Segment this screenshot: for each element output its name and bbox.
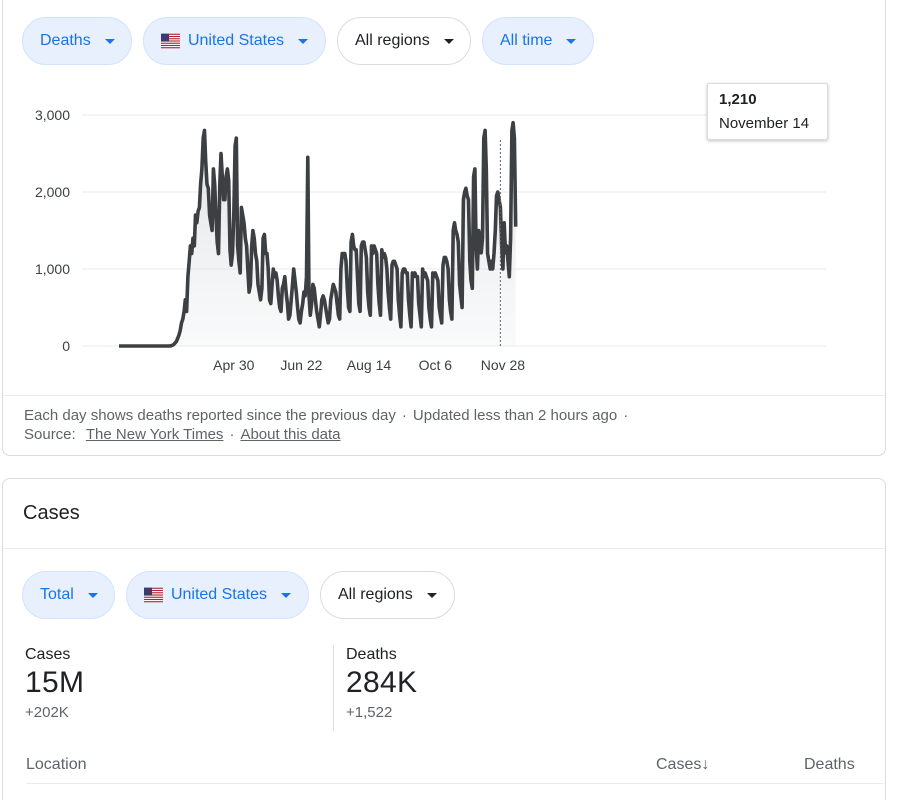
deaths-stat: Deaths 284K +1,522	[346, 646, 417, 721]
cases-country-dropdown[interactable]: United States	[126, 571, 309, 619]
period-dropdown-label: All time	[500, 32, 553, 49]
us-flag-icon	[161, 33, 180, 49]
chart-footer-divider	[3, 395, 885, 396]
deaths-stat-delta: +1,522	[346, 704, 393, 721]
cases-stat-value: 15M	[25, 666, 85, 699]
chart-footer-source: Source: The New York Times · About this da…	[24, 426, 341, 443]
cases-stat-delta: +202K	[25, 704, 69, 721]
stat-divider	[333, 645, 334, 731]
caret-down-icon	[87, 592, 98, 598]
table-header-deaths[interactable]: Deaths	[804, 756, 855, 773]
chart-footer-note: Each day shows deaths reported since the…	[24, 407, 629, 424]
cases-section-title: Cases	[23, 502, 80, 524]
y-tick-label: 2,000	[35, 184, 70, 200]
footer-updated-text: Updated less than 2 hours ago	[412, 407, 618, 424]
caret-down-icon	[104, 38, 115, 44]
caret-down-icon	[443, 38, 454, 44]
deaths-stat-value: 284K	[346, 666, 418, 699]
region-dropdown-label: All regions	[355, 32, 430, 49]
deaths-stat-label: Deaths	[346, 646, 397, 663]
caret-down-icon	[426, 592, 437, 598]
cases-region-label: All regions	[338, 586, 413, 603]
chart-tooltip: 1,210 November 14	[707, 83, 828, 140]
cases-country-label: United States	[170, 586, 267, 603]
x-tick-label: Nov 28	[481, 357, 526, 373]
y-tick-label: 0	[62, 338, 70, 354]
x-tick-label: Jun 22	[280, 357, 322, 373]
source-link[interactable]: The New York Times	[85, 426, 224, 443]
cases-type-dropdown[interactable]: Total	[22, 571, 115, 619]
x-tick-label: Oct 6	[419, 357, 453, 373]
caret-down-icon	[281, 592, 291, 598]
cases-type-label: Total	[40, 586, 74, 603]
table-header-location[interactable]: Location	[26, 756, 87, 773]
chart-filter-row: Deaths United States All regions All tim…	[22, 17, 594, 65]
deaths-chart-card	[2, 0, 886, 456]
cases-card	[2, 478, 886, 800]
footer-note-text: Each day shows deaths reported since the…	[24, 407, 396, 424]
metric-dropdown-label: Deaths	[40, 32, 91, 49]
deaths-line	[118, 120, 518, 348]
deaths-chart[interactable]: 0 1,000 2,000 3,000 Apr 30 Jun 22 Aug 14 Oct 6…	[0, 0, 907, 400]
table-header-cases[interactable]: Cases↓	[656, 756, 710, 773]
tooltip-date: November 14	[719, 115, 810, 132]
table-header-divider	[26, 783, 884, 784]
cases-title-divider	[3, 548, 885, 549]
cases-stat: Cases 15M +202K	[25, 646, 84, 721]
caret-down-icon	[298, 38, 308, 44]
y-tick-label: 3,000	[35, 107, 70, 123]
cases-region-dropdown[interactable]: All regions	[320, 571, 455, 619]
country-dropdown[interactable]: United States	[143, 17, 326, 65]
source-label: Source:	[24, 426, 76, 443]
x-tick-label: Apr 30	[213, 357, 254, 373]
about-data-link[interactable]: About this data	[240, 426, 341, 443]
us-flag-icon	[144, 587, 163, 603]
y-tick-label: 1,000	[35, 261, 70, 277]
cases-filter-row: Total United States All regions	[22, 571, 455, 619]
metric-dropdown[interactable]: Deaths	[22, 17, 132, 65]
tooltip-value: 1,210	[719, 91, 757, 108]
x-tick-label: Aug 14	[347, 357, 392, 373]
period-dropdown[interactable]: All time	[482, 17, 594, 65]
country-dropdown-label: United States	[187, 32, 284, 49]
region-dropdown[interactable]: All regions	[337, 17, 471, 65]
cases-stat-label: Cases	[25, 646, 71, 663]
caret-down-icon	[566, 38, 577, 44]
